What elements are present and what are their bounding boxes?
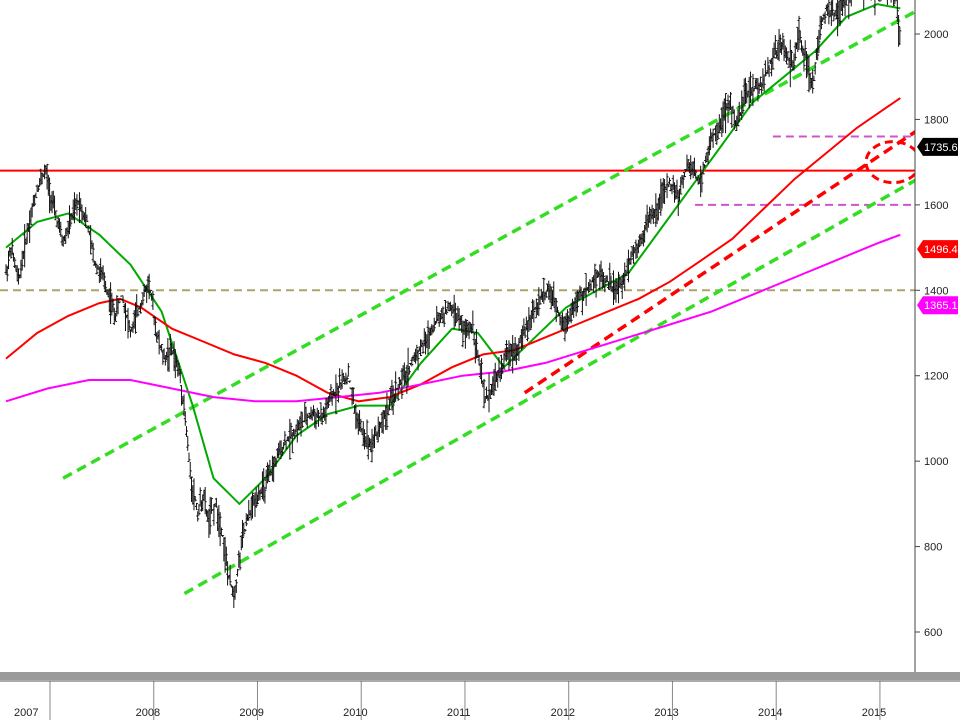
y-tick-label-1200: 1200 (924, 371, 948, 383)
trend-line-0 (62, 6, 922, 480)
trend-line-1 (183, 175, 922, 596)
value-tag-text-2: 1365.10 (924, 300, 960, 312)
value-tag-bg-1 (917, 240, 958, 259)
value-tag-1: 1496.42 (917, 240, 960, 259)
x-tick-label-2007: 2007 (14, 707, 38, 719)
vertical-grid (49, 681, 881, 720)
y-tick-label-1000: 1000 (924, 456, 948, 468)
y-tick-label-2000: 2000 (924, 29, 948, 41)
value-tag-text-1: 1496.42 (924, 244, 960, 256)
x-tick-label-2013: 2013 (654, 707, 678, 719)
y-tick-label-600: 600 (924, 627, 942, 639)
value-tag-bg-2 (917, 296, 958, 315)
x-tick-label-2012: 2012 (551, 707, 575, 719)
bottom-scroll-strip (0, 672, 960, 680)
value-tags: 1735.61 1496.42 1365.10 (917, 137, 960, 315)
y-tick-label-1600: 1600 (924, 200, 948, 212)
value-tag-0: 1735.61 (917, 137, 960, 156)
x-tick-label-2010: 2010 (343, 707, 367, 719)
x-tick-label-2011: 2011 (447, 707, 471, 719)
y-axis: 600 800 1000 1200 1400 1600 1800 2000 (914, 0, 960, 672)
y-tick-label-1400: 1400 (924, 285, 948, 297)
y-tick-label-800: 800 (924, 542, 942, 554)
y-tick-label-1800: 1800 (924, 114, 948, 126)
x-axis: 2007 2008 2009 2010 2011 2012 2013 2014 2015 (0, 672, 960, 719)
x-tick-label-2014: 2014 (758, 707, 782, 719)
price-bars (4, 0, 902, 609)
value-tag-bg-0 (917, 137, 958, 156)
x-tick-label-2015: 2015 (862, 707, 886, 719)
series-line-2 (5, 233, 901, 403)
y-axis-panel (915, 0, 960, 672)
value-tag-text-0: 1735.61 (924, 142, 960, 154)
x-tick-label-2009: 2009 (239, 707, 263, 719)
trend-lines (62, 6, 922, 596)
value-tag-2: 1365.10 (917, 296, 960, 315)
x-tick-label-2008: 2008 (136, 707, 160, 719)
